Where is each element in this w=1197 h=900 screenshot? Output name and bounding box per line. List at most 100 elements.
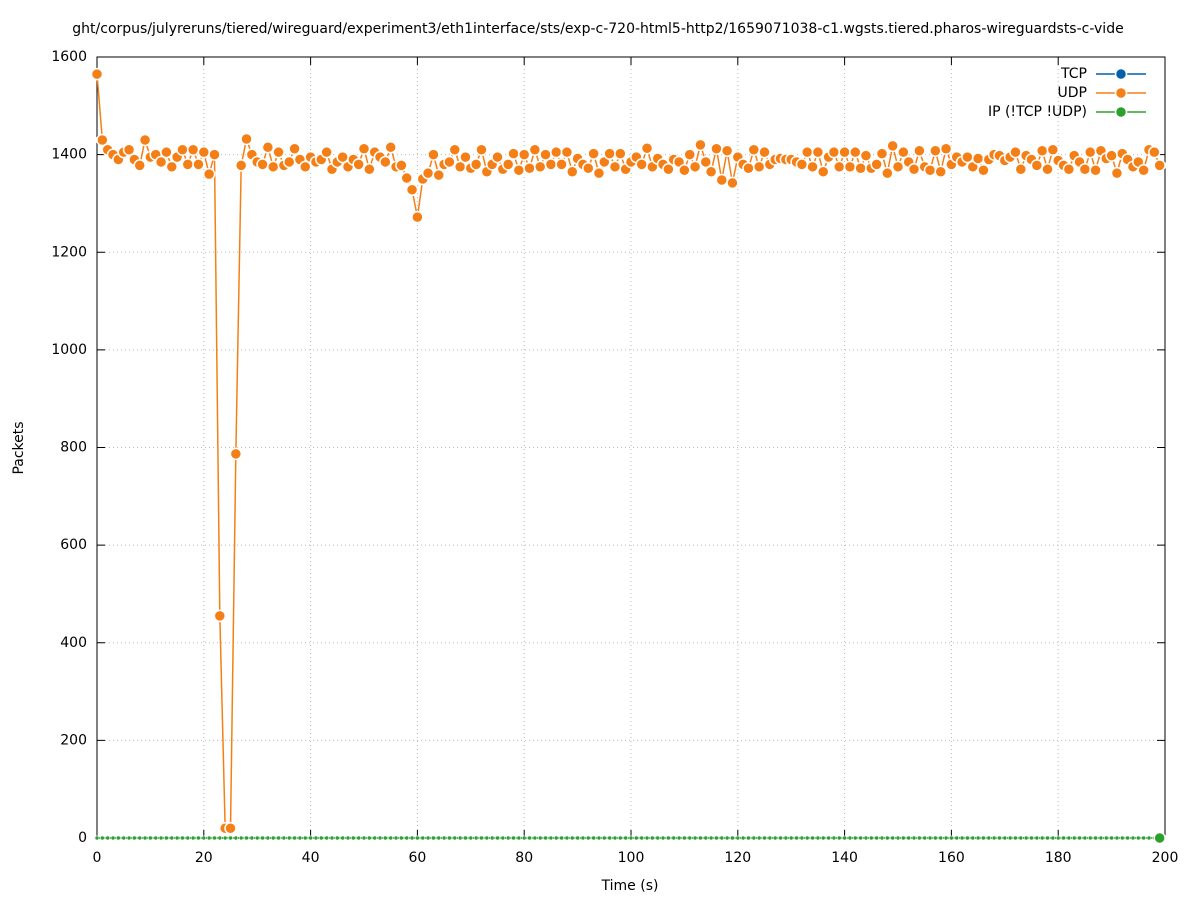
data-point xyxy=(1009,145,1022,159)
data-point xyxy=(788,835,794,841)
chart-title: ght/corpus/julyreruns/tiered/wireguard/e… xyxy=(72,21,1123,37)
data-point xyxy=(324,835,329,841)
data-point xyxy=(148,835,153,841)
data-point xyxy=(726,176,739,190)
data-point xyxy=(121,835,126,841)
data-point xyxy=(794,835,799,841)
data-point xyxy=(886,139,899,153)
data-point xyxy=(308,835,313,841)
data-point xyxy=(559,835,564,841)
data-point xyxy=(153,835,159,841)
data-point xyxy=(662,163,675,176)
data-point xyxy=(858,835,863,841)
data-point xyxy=(747,143,761,156)
data-point xyxy=(1114,835,1120,841)
data-point xyxy=(820,835,826,841)
data-point xyxy=(457,835,463,841)
data-point xyxy=(256,158,269,171)
data-point xyxy=(463,835,468,841)
legend-label: IP (!TCP !UDP) xyxy=(988,104,1087,120)
data-point xyxy=(623,835,628,841)
data-point xyxy=(742,162,755,175)
data-point xyxy=(448,143,462,156)
data-point xyxy=(592,166,606,180)
legend-marker xyxy=(1114,86,1128,100)
data-point xyxy=(1109,835,1114,841)
data-point xyxy=(767,835,773,841)
data-point xyxy=(491,150,504,164)
data-point xyxy=(1087,835,1093,841)
data-point xyxy=(548,835,554,841)
data-point xyxy=(585,835,591,841)
data-point xyxy=(676,835,682,841)
data-point xyxy=(142,835,148,841)
legend-marker xyxy=(1114,105,1128,119)
data-point xyxy=(740,835,746,841)
data-point xyxy=(735,835,741,841)
data-point xyxy=(415,835,420,841)
data-point xyxy=(527,835,532,841)
data-point xyxy=(922,835,928,841)
data-point xyxy=(94,835,100,841)
data-point xyxy=(885,835,890,841)
data-point xyxy=(1030,159,1044,172)
y-tick-label: 1000 xyxy=(51,342,87,358)
data-point xyxy=(334,835,340,841)
data-point xyxy=(425,835,431,841)
data-point xyxy=(752,160,766,174)
data-point xyxy=(868,835,874,841)
data-point xyxy=(756,835,762,841)
data-point xyxy=(206,835,212,841)
data-point xyxy=(165,160,179,174)
y-tick-label: 400 xyxy=(60,635,87,651)
data-point xyxy=(927,835,933,841)
data-point xyxy=(580,835,586,841)
data-point xyxy=(1137,163,1150,177)
data-point xyxy=(537,835,543,841)
data-point xyxy=(831,835,837,841)
data-point xyxy=(286,835,292,841)
y-tick-label: 600 xyxy=(60,537,87,553)
data-point xyxy=(528,143,542,156)
data-point xyxy=(489,835,495,841)
data-point xyxy=(800,145,814,159)
data-point xyxy=(815,835,821,841)
data-point xyxy=(596,835,602,841)
data-point xyxy=(833,160,846,174)
data-point xyxy=(393,835,399,841)
data-point xyxy=(473,835,479,841)
data-point xyxy=(260,835,265,841)
data-point xyxy=(1110,166,1124,180)
data-point xyxy=(997,835,1002,841)
data-point xyxy=(190,835,196,841)
data-point xyxy=(715,173,729,187)
data-point xyxy=(549,145,563,159)
data-point xyxy=(516,835,522,841)
data-point xyxy=(164,835,169,841)
data-point xyxy=(1050,835,1056,841)
legend-label: UDP xyxy=(1058,85,1087,101)
data-point xyxy=(783,835,789,841)
data-point xyxy=(160,145,173,159)
data-point xyxy=(501,158,515,171)
y-axis-label: Packets xyxy=(11,421,27,474)
data-point xyxy=(320,145,333,159)
data-point xyxy=(447,835,452,841)
data-point xyxy=(384,141,397,154)
data-point xyxy=(409,835,415,841)
data-point xyxy=(213,609,227,623)
data-point xyxy=(582,162,595,175)
data-point xyxy=(933,835,938,841)
data-point xyxy=(836,835,842,841)
x-tick-label: 140 xyxy=(831,850,858,866)
data-point xyxy=(1083,145,1097,159)
data-point xyxy=(678,163,691,177)
data-point xyxy=(683,148,696,161)
data-point xyxy=(843,160,857,174)
data-point xyxy=(1041,163,1054,176)
data-point xyxy=(484,835,490,841)
data-point xyxy=(282,155,296,169)
data-point xyxy=(975,835,981,841)
data-point xyxy=(363,163,376,176)
